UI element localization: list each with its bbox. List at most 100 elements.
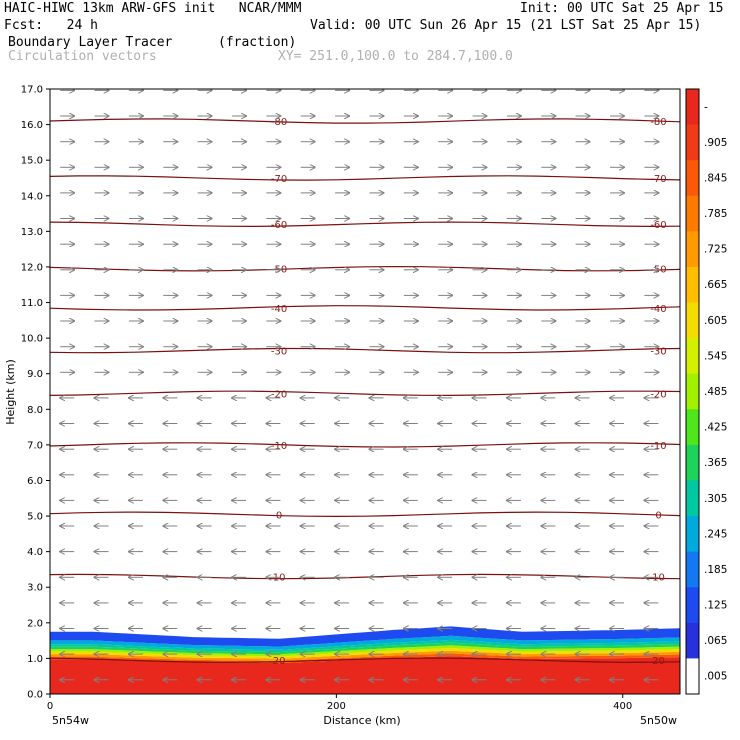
tracer-band-0: [50, 656, 680, 694]
x-axis-label: Distance (km): [323, 714, 400, 727]
y-tick-label: 6.0: [27, 476, 43, 487]
contour-line-2: [50, 221, 680, 228]
colorbar-swatch: [686, 373, 699, 410]
colorbar-swatch: [686, 231, 699, 268]
contour-label: -20: [650, 389, 666, 400]
contour-line-10: [50, 657, 680, 663]
y-tick-label: 1.0: [27, 654, 43, 665]
colorbar-label: .545: [704, 350, 727, 362]
colorbar-swatch: [686, 266, 699, 304]
colorbar-label: .845: [704, 173, 727, 185]
colorbar-swatch: [686, 195, 699, 232]
colorbar-label: -: [704, 101, 708, 113]
header-valid-time: Valid: 00 UTC Sun 26 Apr 15 (21 LST Sat …: [310, 18, 702, 33]
contour-label: -30: [271, 347, 287, 358]
colorbar-label: .425: [704, 422, 727, 434]
colorbar-label: .725: [704, 244, 727, 256]
colorbar-swatch: [686, 587, 699, 624]
colorbar-swatch: [686, 551, 699, 588]
contour-label: 10: [652, 573, 665, 584]
colorbar-label: .365: [704, 457, 727, 469]
colorbar-frame: [685, 88, 700, 695]
contour-label: 20: [652, 656, 665, 667]
colorbar-label: .185: [704, 564, 727, 576]
header-title: HAIC-HIWC 13km ARW-GFS init NCAR/MMM: [4, 1, 302, 16]
contour-line-7: [50, 442, 680, 448]
contour-label: -30: [650, 347, 666, 358]
tracer-band-7: [50, 635, 680, 650]
contour-label: 20: [273, 656, 286, 667]
y-tick-label: 10.0: [21, 334, 43, 345]
y-tick-label: 12.0: [21, 262, 43, 273]
y-tick-label: 11.0: [21, 298, 43, 309]
colorbar-label: .905: [704, 137, 727, 149]
contour-label: -70: [271, 174, 287, 185]
colorbar: - .905 .845 .785 .725 .665 .605 .545 .485 .425 .36…: [685, 88, 727, 695]
colorbar-label: .065: [704, 635, 727, 647]
contour-line-1: [50, 175, 680, 181]
colorbar-label: .785: [704, 208, 727, 220]
header-forecast-hour: Fcst: 24 h: [4, 18, 98, 33]
header-field-units: (fraction): [218, 35, 297, 50]
colorbar-label: .125: [704, 600, 727, 612]
left-endpoint-label: 5n54w: [52, 714, 89, 727]
plot-frame: [49, 88, 681, 695]
contour-line-3: [50, 265, 680, 272]
contour-label: -80: [650, 117, 666, 128]
contour-line-6: [50, 390, 680, 397]
contour-label: -10: [650, 441, 666, 452]
contour-label: -20: [271, 389, 287, 400]
header-vector-name: Circulation vectors: [8, 49, 157, 64]
right-endpoint-label: 5n50w: [640, 714, 677, 727]
header-xy-range: XY= 251.0,100.0 to 284.7,100.0: [278, 49, 513, 64]
colorbar-swatch: [686, 124, 699, 161]
y-tick-label: 8.0: [27, 405, 43, 416]
contour-label: -40: [271, 304, 287, 315]
y-tick-label: 9.0: [27, 369, 43, 380]
temperature-contours: -80 -80-70 -70-60 -60-50 -50-40 -40-30 -30-20-…: [50, 117, 680, 667]
colorbar-label: .485: [704, 386, 727, 398]
x-tick-label: 0: [47, 701, 53, 712]
contour-label: -60: [271, 220, 287, 231]
contour-label: 10: [273, 573, 286, 584]
colorbar-swatch: [686, 302, 699, 339]
y-tick-label: 17.0: [21, 85, 43, 96]
y-tick-label: 16.0: [21, 120, 43, 131]
circulation-vectors: [60, 90, 658, 679]
tracer-band-1: [50, 653, 680, 664]
y-tick-label: 4.0: [27, 547, 43, 558]
contour-line-5: [50, 347, 680, 354]
header-init-time: Init: 00 UTC Sat 25 Apr 15: [520, 1, 724, 16]
contour-label: 0: [655, 510, 661, 521]
colorbar-swatch: [686, 338, 699, 375]
contour-line-4: [50, 305, 680, 311]
colorbar-swatch: [686, 160, 699, 197]
y-tick-label: 0.0: [27, 690, 43, 701]
y-tick-label: 5.0: [27, 512, 43, 523]
y-axis-label: Height (km): [4, 359, 17, 425]
tracer-field: [50, 626, 680, 694]
x-tick-label: 200: [327, 701, 346, 712]
contour-label: 0: [276, 510, 282, 521]
contour-label: -60: [650, 220, 666, 231]
x-tick-label: 400: [613, 701, 632, 712]
colorbar-swatch: [686, 444, 699, 481]
colorbar-label: .605: [704, 315, 727, 327]
colorbar-label: .665: [704, 279, 727, 291]
colorbar-label: .305: [704, 493, 727, 505]
tracer-band-5: [50, 642, 680, 655]
colorbar-swatch: [686, 89, 699, 126]
x-axis: 0 200 400: [47, 694, 632, 712]
contour-label: -40: [650, 304, 666, 315]
colorbar-label: .245: [704, 528, 727, 540]
tracer-band-2: [50, 650, 680, 661]
tracer-band-6: [50, 639, 680, 653]
y-axis: 0.0 1.0 2.0 3.0 4.0 5.0 6.0 7.0 8.0 9.0 10.0 11.0 12…: [21, 85, 50, 701]
colorbar-swatch: [686, 622, 699, 659]
colorbar-swatch: [686, 480, 699, 517]
contour-line-8: [50, 511, 680, 518]
contour-line-0: [50, 118, 680, 124]
colorbar-label: .005: [704, 671, 727, 683]
y-tick-label: 14.0: [21, 191, 43, 202]
